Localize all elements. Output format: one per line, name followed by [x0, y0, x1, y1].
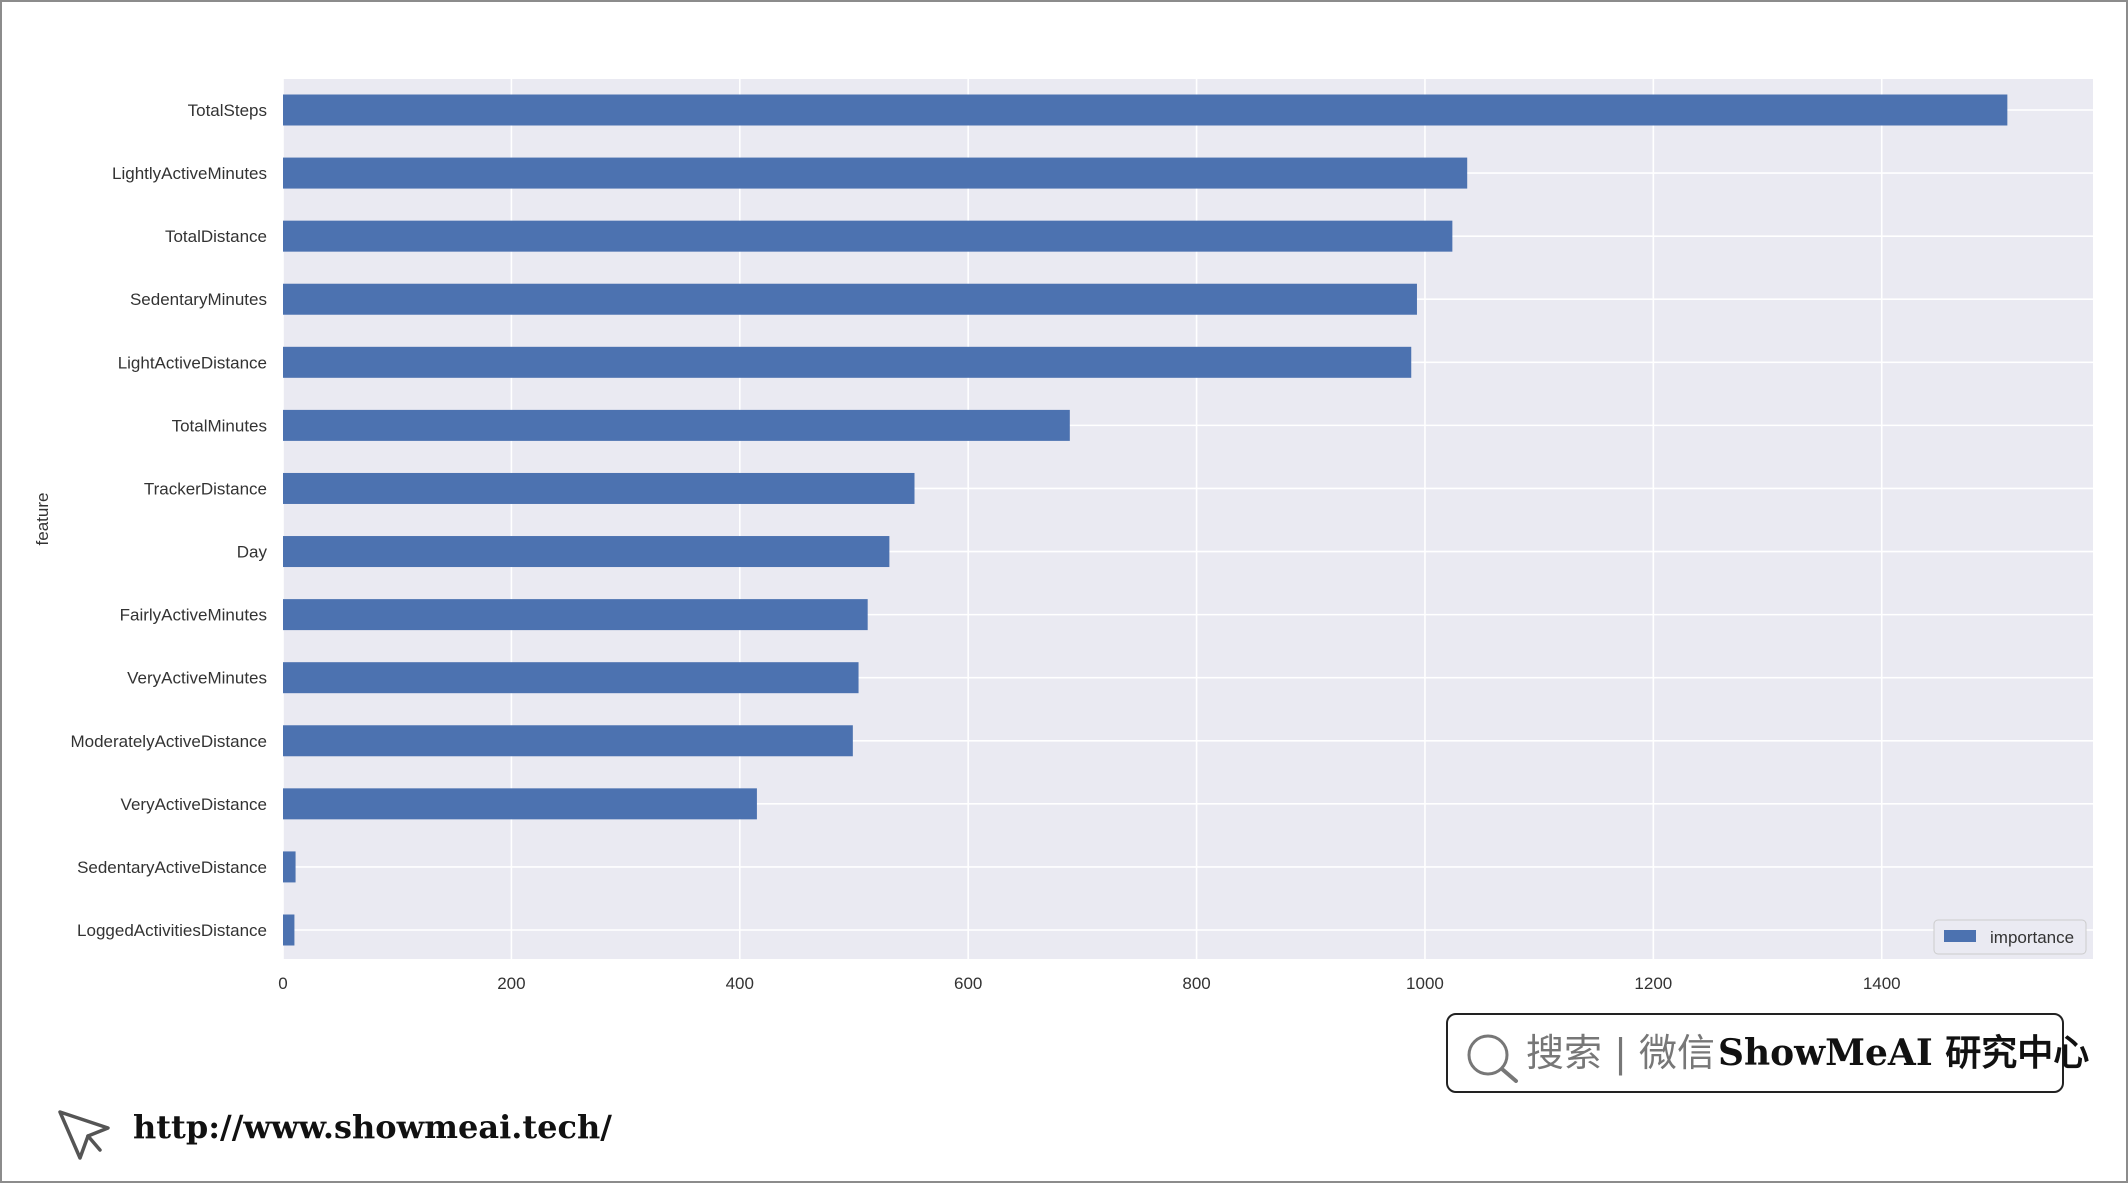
y-tick-label: TotalMinutes: [172, 416, 267, 435]
x-tick-label: 400: [726, 974, 754, 993]
x-tick-label: 1000: [1406, 974, 1444, 993]
cursor-icon: [58, 1110, 110, 1160]
bar-LoggedActivitiesDistance: [283, 914, 295, 946]
y-axis-label: feature: [33, 493, 52, 546]
bar-LightActiveDistance: [283, 346, 1412, 378]
y-tick-label: TotalDistance: [165, 227, 267, 246]
search-icon: [1467, 1034, 1518, 1083]
bar-VeryActiveMinutes: [283, 662, 859, 694]
bar-TotalMinutes: [283, 409, 1070, 441]
y-tick-labels: TotalSteps LightlyActiveMinutes TotalDista…: [70, 101, 267, 940]
bar-chart: TotalSteps LightlyActiveMinutes TotalDista…: [33, 79, 2093, 993]
footer-url-link[interactable]: http://www.showmeai.tech/: [133, 1108, 612, 1146]
y-tick-label: LightActiveDistance: [118, 353, 267, 372]
bar-TrackerDistance: [283, 472, 915, 504]
x-tick-labels: 0 200 400 600 800 1000 1200 1400: [278, 974, 1900, 993]
bar-FairlyActiveMinutes: [283, 599, 868, 631]
plot-area: [283, 79, 2093, 959]
search-wechat-box: 搜索 | 微信 ShowMeAI 研究中心: [1446, 1013, 2089, 1093]
search-wechat-label: 搜索 | 微信: [1526, 1031, 1715, 1075]
bar-SedentaryActiveDistance: [283, 851, 296, 883]
bar-TotalSteps: [283, 94, 2008, 126]
y-tick-label: VeryActiveDistance: [121, 795, 267, 814]
brand-label: ShowMeAI 研究中心: [1718, 1032, 2090, 1074]
y-tick-label: ModeratelyActiveDistance: [70, 732, 267, 751]
x-tick-label: 1200: [1634, 974, 1672, 993]
x-tick-label: 0: [278, 974, 287, 993]
bar-Day: [283, 536, 890, 568]
y-tick-label: LoggedActivitiesDistance: [77, 921, 267, 940]
y-tick-label: VeryActiveMinutes: [127, 669, 267, 688]
legend: importance: [1933, 919, 2087, 955]
y-tick-label: Day: [237, 543, 268, 562]
y-tick-label: LightlyActiveMinutes: [112, 164, 267, 183]
bars: [283, 94, 2008, 946]
legend-box: [1933, 919, 2087, 955]
x-tick-label: 600: [954, 974, 982, 993]
y-tick-label: TrackerDistance: [144, 479, 267, 498]
x-tick-label: 1400: [1863, 974, 1901, 993]
y-tick-label: SedentaryActiveDistance: [77, 858, 267, 877]
legend-label: importance: [1990, 928, 2074, 947]
y-tick-label: FairlyActiveMinutes: [120, 606, 267, 625]
bar-SedentaryMinutes: [283, 283, 1417, 315]
y-tick-label: TotalSteps: [188, 101, 267, 120]
y-tick-label: SedentaryMinutes: [130, 290, 267, 309]
bar-TotalDistance: [283, 220, 1453, 252]
legend-swatch: [1944, 930, 1976, 942]
x-tick-label: 200: [497, 974, 525, 993]
bar-VeryActiveDistance: [283, 788, 757, 820]
bar-LightlyActiveMinutes: [283, 157, 1468, 189]
bar-ModeratelyActiveDistance: [283, 725, 853, 757]
x-tick-label: 800: [1182, 974, 1210, 993]
